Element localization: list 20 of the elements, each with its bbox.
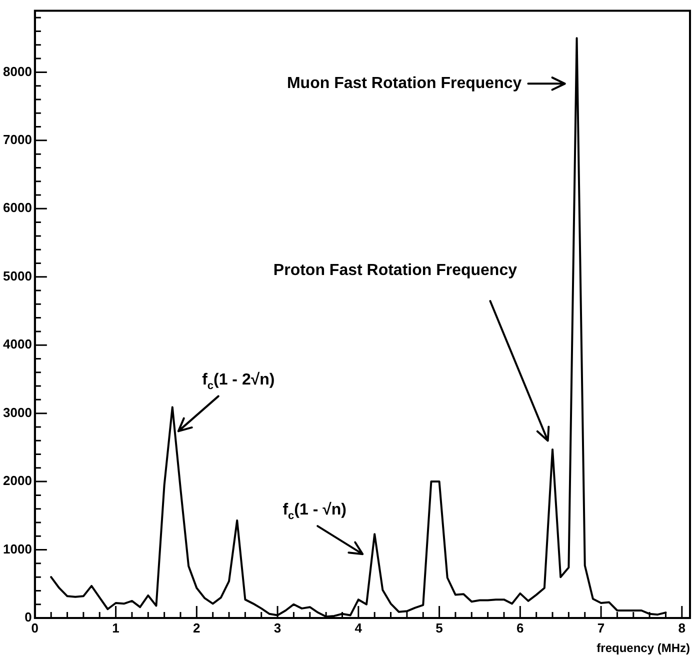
y-tick-label: 6000 (3, 200, 32, 216)
annotation: Proton Fast Rotation Frequency (273, 262, 518, 280)
y-tick-label: 5000 (3, 268, 32, 284)
x-tick-label: 5 (436, 620, 443, 636)
y-tick-label: 0 (24, 610, 32, 625)
y-tick-label: 1000 (3, 541, 32, 556)
x-tick-label: 2 (193, 620, 200, 636)
y-tick-label: 2000 (3, 473, 32, 488)
x-tick-label: 7 (597, 620, 605, 636)
x-tick-label: 1 (112, 620, 120, 636)
x-tick-label: 4 (354, 620, 363, 636)
y-tick-label: 3000 (3, 404, 32, 420)
x-tick-label: 3 (274, 620, 282, 636)
y-tick-label: 8000 (3, 64, 32, 79)
x-tick-label: 8 (678, 620, 686, 636)
annotation: Muon Fast Rotation Frequency (286, 75, 522, 92)
x-tick-label: 6 (516, 620, 524, 636)
x-axis-title: frequency (MHz) (596, 641, 690, 656)
y-tick-label: 7000 (3, 132, 32, 148)
y-tick-label: 4000 (3, 336, 32, 352)
